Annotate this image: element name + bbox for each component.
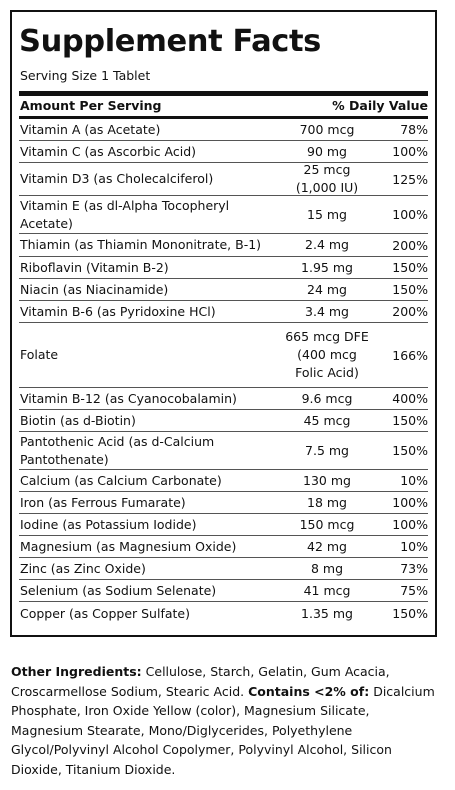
nutrient-amount: 41 mcg xyxy=(303,582,351,598)
nutrient-row: Vitamin B-6 (as Pyridoxine HCl) 3.4 mg 200… xyxy=(19,301,428,323)
nutrient-amount: 1.95 mg xyxy=(301,259,353,275)
nutrient-name: Vitamin A (as Acetate) xyxy=(20,121,161,137)
nutrient-row: Vitamin D3 (as Cholecalciferol) 25 mcg (1,… xyxy=(19,162,428,196)
nutrient-daily-value: 100% xyxy=(392,517,428,532)
nutrient-row: Vitamin B-12 (as Cyanocobalamin) 9.6 mcg 4… xyxy=(19,388,428,410)
nutrient-daily-value: 73% xyxy=(400,561,428,576)
nutrient-name: Vitamin E (as dl-Alpha Tocopheryl Acetate… xyxy=(20,197,230,231)
nutrient-daily-value: 166% xyxy=(392,347,428,363)
nutrient-amount: 15 mg xyxy=(307,206,347,222)
nutrient-table: Vitamin A (as Acetate) 700 mcg 78% Vitamin … xyxy=(19,119,428,625)
nutrient-daily-value: 400% xyxy=(392,391,428,406)
nutrient-daily-value: 200% xyxy=(392,237,428,253)
nutrient-name: Vitamin B-12 (as Cyanocobalamin) xyxy=(20,390,237,406)
nutrient-name: Thiamin (as Thiamin Mononitrate, B-1) xyxy=(20,237,262,252)
nutrient-name: Calcium (as Calcium Carbonate) xyxy=(20,472,222,488)
nutrient-amount: 18 mg xyxy=(307,494,347,510)
header-divider xyxy=(19,116,428,119)
nutrient-daily-value: 10% xyxy=(400,473,428,488)
nutrient-daily-value: 100% xyxy=(392,207,428,222)
nutrient-name: Vitamin B-6 (as Pyridoxine HCl) xyxy=(20,303,216,319)
thick-divider xyxy=(19,91,428,96)
nutrient-daily-value: 150% xyxy=(392,413,428,428)
nutrient-daily-value: 150% xyxy=(392,260,428,275)
nutrient-daily-value: 150% xyxy=(392,443,428,458)
nutrient-row: Vitamin C (as Ascorbic Acid) 90 mg 100% xyxy=(19,141,428,163)
nutrient-daily-value: 10% xyxy=(400,539,428,554)
nutrient-row: Zinc (as Zinc Oxide) 8 mg 73% xyxy=(19,558,428,580)
nutrient-daily-value: 78% xyxy=(400,122,428,137)
nutrient-amount: 90 mg xyxy=(307,143,347,159)
nutrient-name: Magnesium (as Magnesium Oxide) xyxy=(20,538,237,554)
nutrient-daily-value: 150% xyxy=(392,282,428,297)
nutrient-daily-value: 125% xyxy=(392,171,428,187)
nutrient-name: Zinc (as Zinc Oxide) xyxy=(20,560,146,576)
nutrient-amount: 8 mg xyxy=(310,560,344,576)
nutrient-amount: 7.5 mg xyxy=(305,442,349,458)
nutrient-name: Iodine (as Potassium Iodide) xyxy=(20,516,197,532)
nutrient-name: Niacin (as Niacinamide) xyxy=(20,281,169,297)
other-ingredients: Other Ingredients: Cellulose, Starch, Ge… xyxy=(11,662,441,779)
nutrient-daily-value: 200% xyxy=(392,304,428,319)
nutrient-name: Iron (as Ferrous Fumarate) xyxy=(20,494,186,510)
nutrient-row: Biotin (as d-Biotin) 45 mcg 150% xyxy=(19,410,428,432)
nutrient-amount: 700 mcg xyxy=(299,121,355,137)
nutrient-name: Riboflavin (Vitamin B-2) xyxy=(20,259,169,275)
nutrient-row: Calcium (as Calcium Carbonate) 130 mg 10% xyxy=(19,470,428,492)
nutrient-amount: 9.6 mcg xyxy=(301,390,353,406)
nutrient-row: Iodine (as Potassium Iodide) 150 mcg 100% xyxy=(19,514,428,536)
nutrient-name: Folate xyxy=(20,347,59,362)
nutrient-name: Copper (as Copper Sulfate) xyxy=(20,605,190,621)
nutrient-row: Magnesium (as Magnesium Oxide) 42 mg 10% xyxy=(19,536,428,558)
nutrient-amount: 130 mg xyxy=(303,472,351,488)
nutrient-name: Vitamin D3 (as Cholecalciferol) xyxy=(20,171,214,186)
nutrient-row: Pantothenic Acid (as d-Calcium Pantothena… xyxy=(19,432,428,470)
nutrient-name: Vitamin C (as Ascorbic Acid) xyxy=(20,143,197,159)
nutrient-amount: 1.35 mg xyxy=(301,605,353,621)
amount-per-serving-header: Amount Per Serving xyxy=(20,98,162,113)
nutrient-amount: 24 mg xyxy=(307,281,347,297)
nutrient-amount: 150 mcg xyxy=(299,516,355,532)
contains-text: Dicalcium Phosphate, Iron Oxide Yellow (… xyxy=(11,683,435,777)
nutrient-daily-value: 75% xyxy=(400,583,428,598)
nutrient-row: Iron (as Ferrous Fumarate) 18 mg 100% xyxy=(19,492,428,514)
other-ingredients-label: Other Ingredients: xyxy=(11,664,142,679)
nutrient-name: Selenium (as Sodium Selenate) xyxy=(20,582,217,598)
panel-title: Supplement Facts xyxy=(19,24,321,59)
nutrient-amount: 665 mcg DFE (400 mcg Folic Acid) xyxy=(285,329,369,380)
nutrient-row: Vitamin E (as dl-Alpha Tocopheryl Acetate… xyxy=(19,196,428,234)
nutrient-row: Vitamin A (as Acetate) 700 mcg 78% xyxy=(19,119,428,141)
serving-size: Serving Size 1 Tablet xyxy=(20,68,151,83)
nutrient-row: Riboflavin (Vitamin B-2) 1.95 mg 150% xyxy=(19,257,428,279)
nutrient-row: Copper (as Copper Sulfate) 1.35 mg 150% xyxy=(19,602,428,625)
nutrient-daily-value: 150% xyxy=(392,606,428,621)
nutrient-amount: 45 mcg xyxy=(303,412,351,428)
nutrient-row: Selenium (as Sodium Selenate) 41 mcg 75% xyxy=(19,580,428,602)
nutrient-row: Folate 665 mcg DFE (400 mcg Folic Acid) 166% xyxy=(19,323,428,388)
nutrient-row: Thiamin (as Thiamin Mononitrate, B-1) 2.4… xyxy=(19,234,428,257)
contains-label: Contains <2% of: xyxy=(248,683,370,699)
table-header: Amount Per Serving % Daily Value xyxy=(19,96,428,116)
nutrient-amount: 25 mcg (1,000 IU) xyxy=(295,162,359,195)
nutrient-daily-value: 100% xyxy=(392,495,428,510)
nutrient-name: Pantothenic Acid (as d-Calcium Pantothena… xyxy=(20,433,215,467)
nutrient-row: Niacin (as Niacinamide) 24 mg 150% xyxy=(19,279,428,301)
nutrient-amount: 42 mg xyxy=(307,538,347,554)
daily-value-header: % Daily Value xyxy=(332,98,428,113)
nutrient-name: Biotin (as d-Biotin) xyxy=(20,412,136,428)
supplement-facts-panel: Supplement Facts Serving Size 1 Tablet A… xyxy=(10,10,437,637)
nutrient-amount: 2.4 mg xyxy=(305,237,349,252)
nutrient-amount: 3.4 mg xyxy=(305,303,349,319)
nutrient-daily-value: 100% xyxy=(392,144,428,159)
other-ingredients-text: Cellulose, Starch, Gelatin, Gum Acacia, … xyxy=(11,664,390,699)
